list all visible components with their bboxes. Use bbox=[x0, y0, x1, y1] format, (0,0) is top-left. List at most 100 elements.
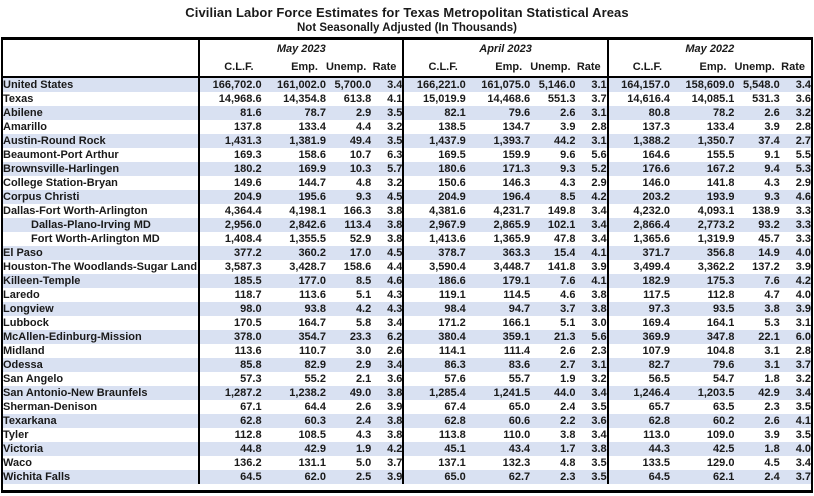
clf-cell: 180.2 bbox=[198, 162, 262, 176]
emp-cell: 14,085.1 bbox=[691, 93, 735, 105]
area-header-cell bbox=[2, 58, 200, 78]
clf-cell: 57.6 bbox=[402, 372, 466, 386]
table-row: Abilene 81.6 78.7 2.9 3.5 82.1 79.6 2.6 3.1 80.8 7… bbox=[2, 106, 812, 120]
unemp-cell: 23.3 bbox=[325, 330, 372, 344]
area-cell: San Antonio-New Braunfels bbox=[2, 386, 200, 400]
unemp-cell: 1.8 bbox=[764, 373, 780, 385]
clf-cell: 1,365.6 bbox=[606, 232, 671, 246]
clf-cell: 137.8 bbox=[198, 120, 262, 134]
emp-cell: 3,448.7 bbox=[493, 261, 531, 273]
clf-cell: 3,499.4 bbox=[606, 260, 671, 274]
rate-cell: 4.3 bbox=[387, 289, 403, 301]
rate-cell: 2.6 bbox=[387, 345, 403, 357]
emp-cell: 167.2 bbox=[670, 162, 735, 176]
rate-cell: 4.0 bbox=[779, 246, 812, 260]
table-row: Fort Worth-Arlington MD 1,408.4 1,355.5 52.… bbox=[2, 232, 812, 246]
clf-cell: 45.1 bbox=[402, 442, 466, 456]
clf-cell: 97.3 bbox=[606, 302, 671, 316]
table-row: Houston-The Woodlands-Sugar Land 3,587.3 3… bbox=[2, 260, 812, 274]
clf-cell: 1,437.9 bbox=[402, 134, 466, 148]
emp-cell: 112.8 bbox=[707, 289, 735, 301]
rate-cell: 3.8 bbox=[387, 205, 403, 217]
clf-cell: 65.7 bbox=[606, 400, 671, 414]
area-cell: Texas bbox=[3, 93, 34, 105]
rate-cell: 3.3 bbox=[795, 233, 811, 245]
unemp-cell: 3.8 bbox=[560, 429, 576, 441]
emp-cell: 94.7 bbox=[465, 302, 531, 316]
emp-cell: 144.7 bbox=[298, 177, 326, 189]
rate-cell: 3.6 bbox=[575, 414, 608, 428]
unemp-cell: 3.1 bbox=[764, 345, 780, 357]
emp-cell: 79.6 bbox=[670, 358, 735, 372]
unemp-cell: 2.9 bbox=[325, 358, 372, 372]
table-row: Corpus Christi 204.9 195.6 9.3 4.5 204.9 196.4… bbox=[2, 190, 812, 204]
unemp-cell: 4.8 bbox=[560, 457, 576, 469]
table-row: Amarillo 137.8 133.4 4.4 3.2 138.5 134.7 3.9 2.8… bbox=[2, 120, 812, 134]
clf-cell: 64.5 bbox=[198, 470, 262, 484]
rate-cell: 3.4 bbox=[779, 77, 812, 92]
unemp-cell: 4.4 bbox=[355, 121, 372, 133]
unemp-cell: 49.4 bbox=[325, 134, 372, 148]
emp-cell: 42.9 bbox=[261, 442, 326, 456]
unemp-cell: 9.4 bbox=[734, 162, 780, 176]
clf-cell: 166,221.0 bbox=[402, 77, 466, 92]
col-header-clf: C.L.F. bbox=[606, 58, 671, 78]
table-row: Beaumont-Port Arthur 169.3 158.6 10.7 6.3 169… bbox=[2, 148, 812, 162]
clf-cell: 4,232.0 bbox=[606, 204, 671, 218]
clf-cell: 81.6 bbox=[198, 106, 262, 120]
clf-cell: 171.2 bbox=[402, 316, 466, 330]
area-cell: Midland bbox=[3, 345, 45, 357]
clf-cell: 114.1 bbox=[402, 344, 466, 358]
unemp-cell: 531.3 bbox=[752, 93, 780, 105]
rate-cell: 3.4 bbox=[779, 386, 812, 400]
emp-cell: 64.4 bbox=[304, 401, 326, 413]
table-row: San Antonio-New Braunfels 1,287.2 1,238.2 4… bbox=[2, 386, 812, 400]
unemp-cell: 2.6 bbox=[355, 401, 372, 413]
area-cell: Austin-Round Rock bbox=[2, 134, 200, 148]
table-row: Victoria 44.8 42.9 1.9 4.2 45.1 43.4 1.7 3.8 44.3… bbox=[2, 442, 812, 456]
unemp-cell: 9.1 bbox=[764, 149, 780, 161]
clf-cell: 2,967.9 bbox=[402, 218, 466, 232]
rate-cell: 4.2 bbox=[371, 442, 404, 456]
rate-cell: 5.6 bbox=[591, 149, 607, 161]
emp-cell: 1,355.5 bbox=[289, 233, 326, 245]
clf-cell: 176.6 bbox=[606, 162, 671, 176]
area-cell: Fort Worth-Arlington MD bbox=[31, 233, 160, 245]
rate-cell: 5.5 bbox=[795, 149, 811, 161]
rate-cell: 3.5 bbox=[795, 429, 811, 441]
unemp-cell: 93.2 bbox=[734, 218, 780, 232]
rate-cell: 4.1 bbox=[575, 274, 608, 288]
emp-cell: 104.8 bbox=[706, 345, 735, 357]
clf-cell: 170.5 bbox=[198, 316, 262, 330]
area-cell: Brownsville-Harlingen bbox=[2, 162, 200, 176]
clf-cell: 62.8 bbox=[198, 414, 262, 428]
emp-cell: 79.6 bbox=[465, 106, 531, 120]
emp-cell: 93.8 bbox=[261, 302, 326, 316]
rate-cell: 4.3 bbox=[371, 302, 404, 316]
clf-cell: 67.1 bbox=[198, 400, 262, 414]
area-cell: Amarillo bbox=[3, 121, 48, 133]
rate-cell: 5.6 bbox=[575, 330, 608, 344]
rate-cell: 3.4 bbox=[591, 205, 607, 217]
rate-cell: 2.8 bbox=[795, 345, 811, 357]
emp-cell: 1,393.7 bbox=[465, 134, 531, 148]
col-header-emp: Emp. bbox=[261, 58, 326, 78]
col-header-rate: Rate bbox=[779, 58, 812, 78]
unemp-cell: 3.9 bbox=[764, 121, 780, 133]
emp-cell: 155.5 bbox=[706, 149, 735, 161]
rate-cell: 3.9 bbox=[591, 261, 607, 273]
area-cell: McAllen-Edinburg-Mission bbox=[2, 330, 200, 344]
table-row: Lubbock 170.5 164.7 5.8 3.4 171.2 166.1 5.1 3.0 1… bbox=[2, 316, 812, 330]
group-header-april-2023: April 2023 bbox=[402, 38, 608, 58]
rate-cell: 4.0 bbox=[779, 442, 812, 456]
month-header-row: May 2023 April 2023 May 2022 bbox=[2, 38, 812, 58]
clf-cell: 4,364.4 bbox=[198, 204, 262, 218]
rate-cell: 4.1 bbox=[575, 246, 608, 260]
clf-cell: 107.9 bbox=[606, 344, 671, 358]
clf-cell: 118.7 bbox=[198, 288, 262, 302]
rate-cell: 3.8 bbox=[387, 233, 403, 245]
unemp-cell: 2.3 bbox=[530, 470, 576, 484]
clf-cell: 98.4 bbox=[402, 302, 466, 316]
unemp-cell: 45.7 bbox=[758, 233, 780, 245]
clf-cell: 137.3 bbox=[606, 120, 671, 134]
